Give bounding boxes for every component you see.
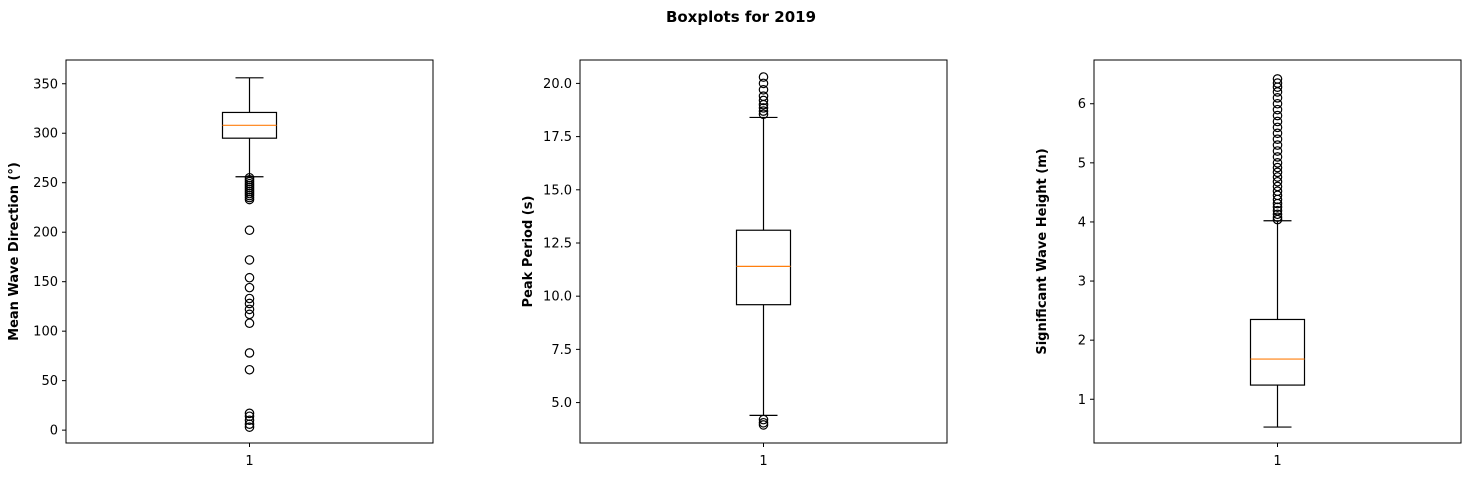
figure-title: Boxplots for 2019 — [666, 8, 816, 26]
outlier-point — [1272, 167, 1283, 178]
y-tick-label: 7.5 — [551, 343, 572, 358]
axes-frame — [65, 59, 434, 444]
y-tick-label: 300 — [33, 127, 58, 142]
outlier-point — [1272, 82, 1283, 92]
outlier-point — [1272, 110, 1283, 121]
outlier-point — [244, 293, 255, 304]
outlier-point — [1272, 172, 1283, 182]
outlier-point — [1272, 212, 1283, 223]
outlier-point — [758, 106, 769, 116]
outlier-point — [1272, 198, 1283, 209]
outlier-point — [758, 84, 769, 95]
outlier-point — [1272, 134, 1283, 145]
outlier-point — [244, 364, 255, 375]
y-tick-label: 4 — [1078, 215, 1086, 230]
y-tick-label: 10.0 — [543, 290, 572, 305]
iqr-box — [735, 229, 792, 306]
outlier-point — [1272, 128, 1283, 139]
outlier-point — [1272, 209, 1283, 220]
outlier-point — [244, 318, 255, 329]
outlier-point — [1272, 158, 1283, 168]
outlier-point — [758, 99, 769, 110]
outlier-point — [244, 304, 255, 315]
outlier-point — [1272, 122, 1283, 133]
outlier-point — [244, 422, 255, 432]
x-tick-label: 1 — [245, 454, 253, 469]
y-tick-label: 3 — [1078, 275, 1086, 290]
subplot-2: 5.0 7.5 10.0 12.5 15.0 17.5 20.0 1 Peak Period (… — [521, 59, 948, 469]
axes-frame — [1093, 59, 1462, 444]
outlier-point — [758, 414, 769, 425]
y-tick-label: 17.5 — [543, 130, 572, 145]
outlier-point — [244, 282, 255, 293]
outlier-point — [244, 225, 255, 236]
y-tick-label: 350 — [33, 77, 58, 92]
subplot-1: 0 50 100 150 200 250 300 350 1 Mean Wave Directio… — [7, 59, 434, 469]
y-tick-label: 12.5 — [543, 236, 572, 251]
outlier-point — [244, 419, 255, 429]
y-tick-label: 15.0 — [543, 183, 572, 198]
outlier-point — [1272, 140, 1283, 150]
y-tick-label: 2 — [1078, 334, 1086, 349]
axes-frame — [579, 59, 948, 444]
y-tick-label: 200 — [33, 226, 58, 241]
outlier-point — [758, 72, 769, 82]
y-tick-label: 5 — [1078, 156, 1086, 171]
outlier-point — [1272, 162, 1283, 173]
y-tick-label: 5.0 — [551, 396, 572, 411]
y-tick-label: 20.0 — [543, 77, 572, 92]
outlier-point — [1272, 202, 1283, 212]
y-tick-label: 50 — [41, 374, 58, 389]
x-tick-label: 1 — [759, 454, 767, 469]
outlier-point — [244, 272, 255, 283]
outlier-point — [244, 415, 255, 426]
outlier-point — [244, 408, 255, 419]
y-axis-label: Mean Wave Direction (°) — [7, 162, 22, 341]
outlier-point — [1272, 176, 1283, 187]
outlier-point — [1272, 194, 1283, 205]
outlier-point — [244, 194, 255, 205]
outlier-point — [244, 298, 255, 309]
outlier-point — [1272, 152, 1283, 162]
y-tick-label: 6 — [1078, 97, 1086, 112]
outlier-point — [244, 348, 255, 358]
outlier-point — [758, 103, 769, 113]
outlier-point — [1272, 146, 1283, 156]
outlier-point — [1272, 98, 1283, 109]
outlier-point — [758, 109, 769, 120]
outlier-point — [1272, 116, 1283, 127]
y-tick-label: 1 — [1078, 393, 1086, 408]
y-tick-label: 150 — [33, 275, 58, 290]
subplot-3: 1 2 3 4 5 6 1 Significant Wave Height (m) — [1035, 59, 1462, 469]
x-tick-label: 1 — [1273, 454, 1281, 469]
outlier-point — [758, 78, 769, 89]
outlier-point — [758, 95, 769, 106]
outlier-point — [1272, 93, 1283, 103]
y-axis-label: Peak Period (s) — [521, 196, 536, 308]
y-tick-label: 0 — [50, 424, 58, 439]
outlier-point — [244, 309, 255, 320]
iqr-box — [1249, 318, 1306, 386]
outlier-point — [1272, 87, 1283, 97]
outlier-point — [758, 420, 769, 430]
outlier-point — [1272, 104, 1283, 115]
y-axis-label: Significant Wave Height (m) — [1035, 148, 1050, 354]
y-tick-label: 250 — [33, 176, 58, 191]
outlier-point — [244, 255, 255, 265]
outlier-point — [1272, 214, 1283, 225]
y-tick-label: 100 — [33, 325, 58, 340]
